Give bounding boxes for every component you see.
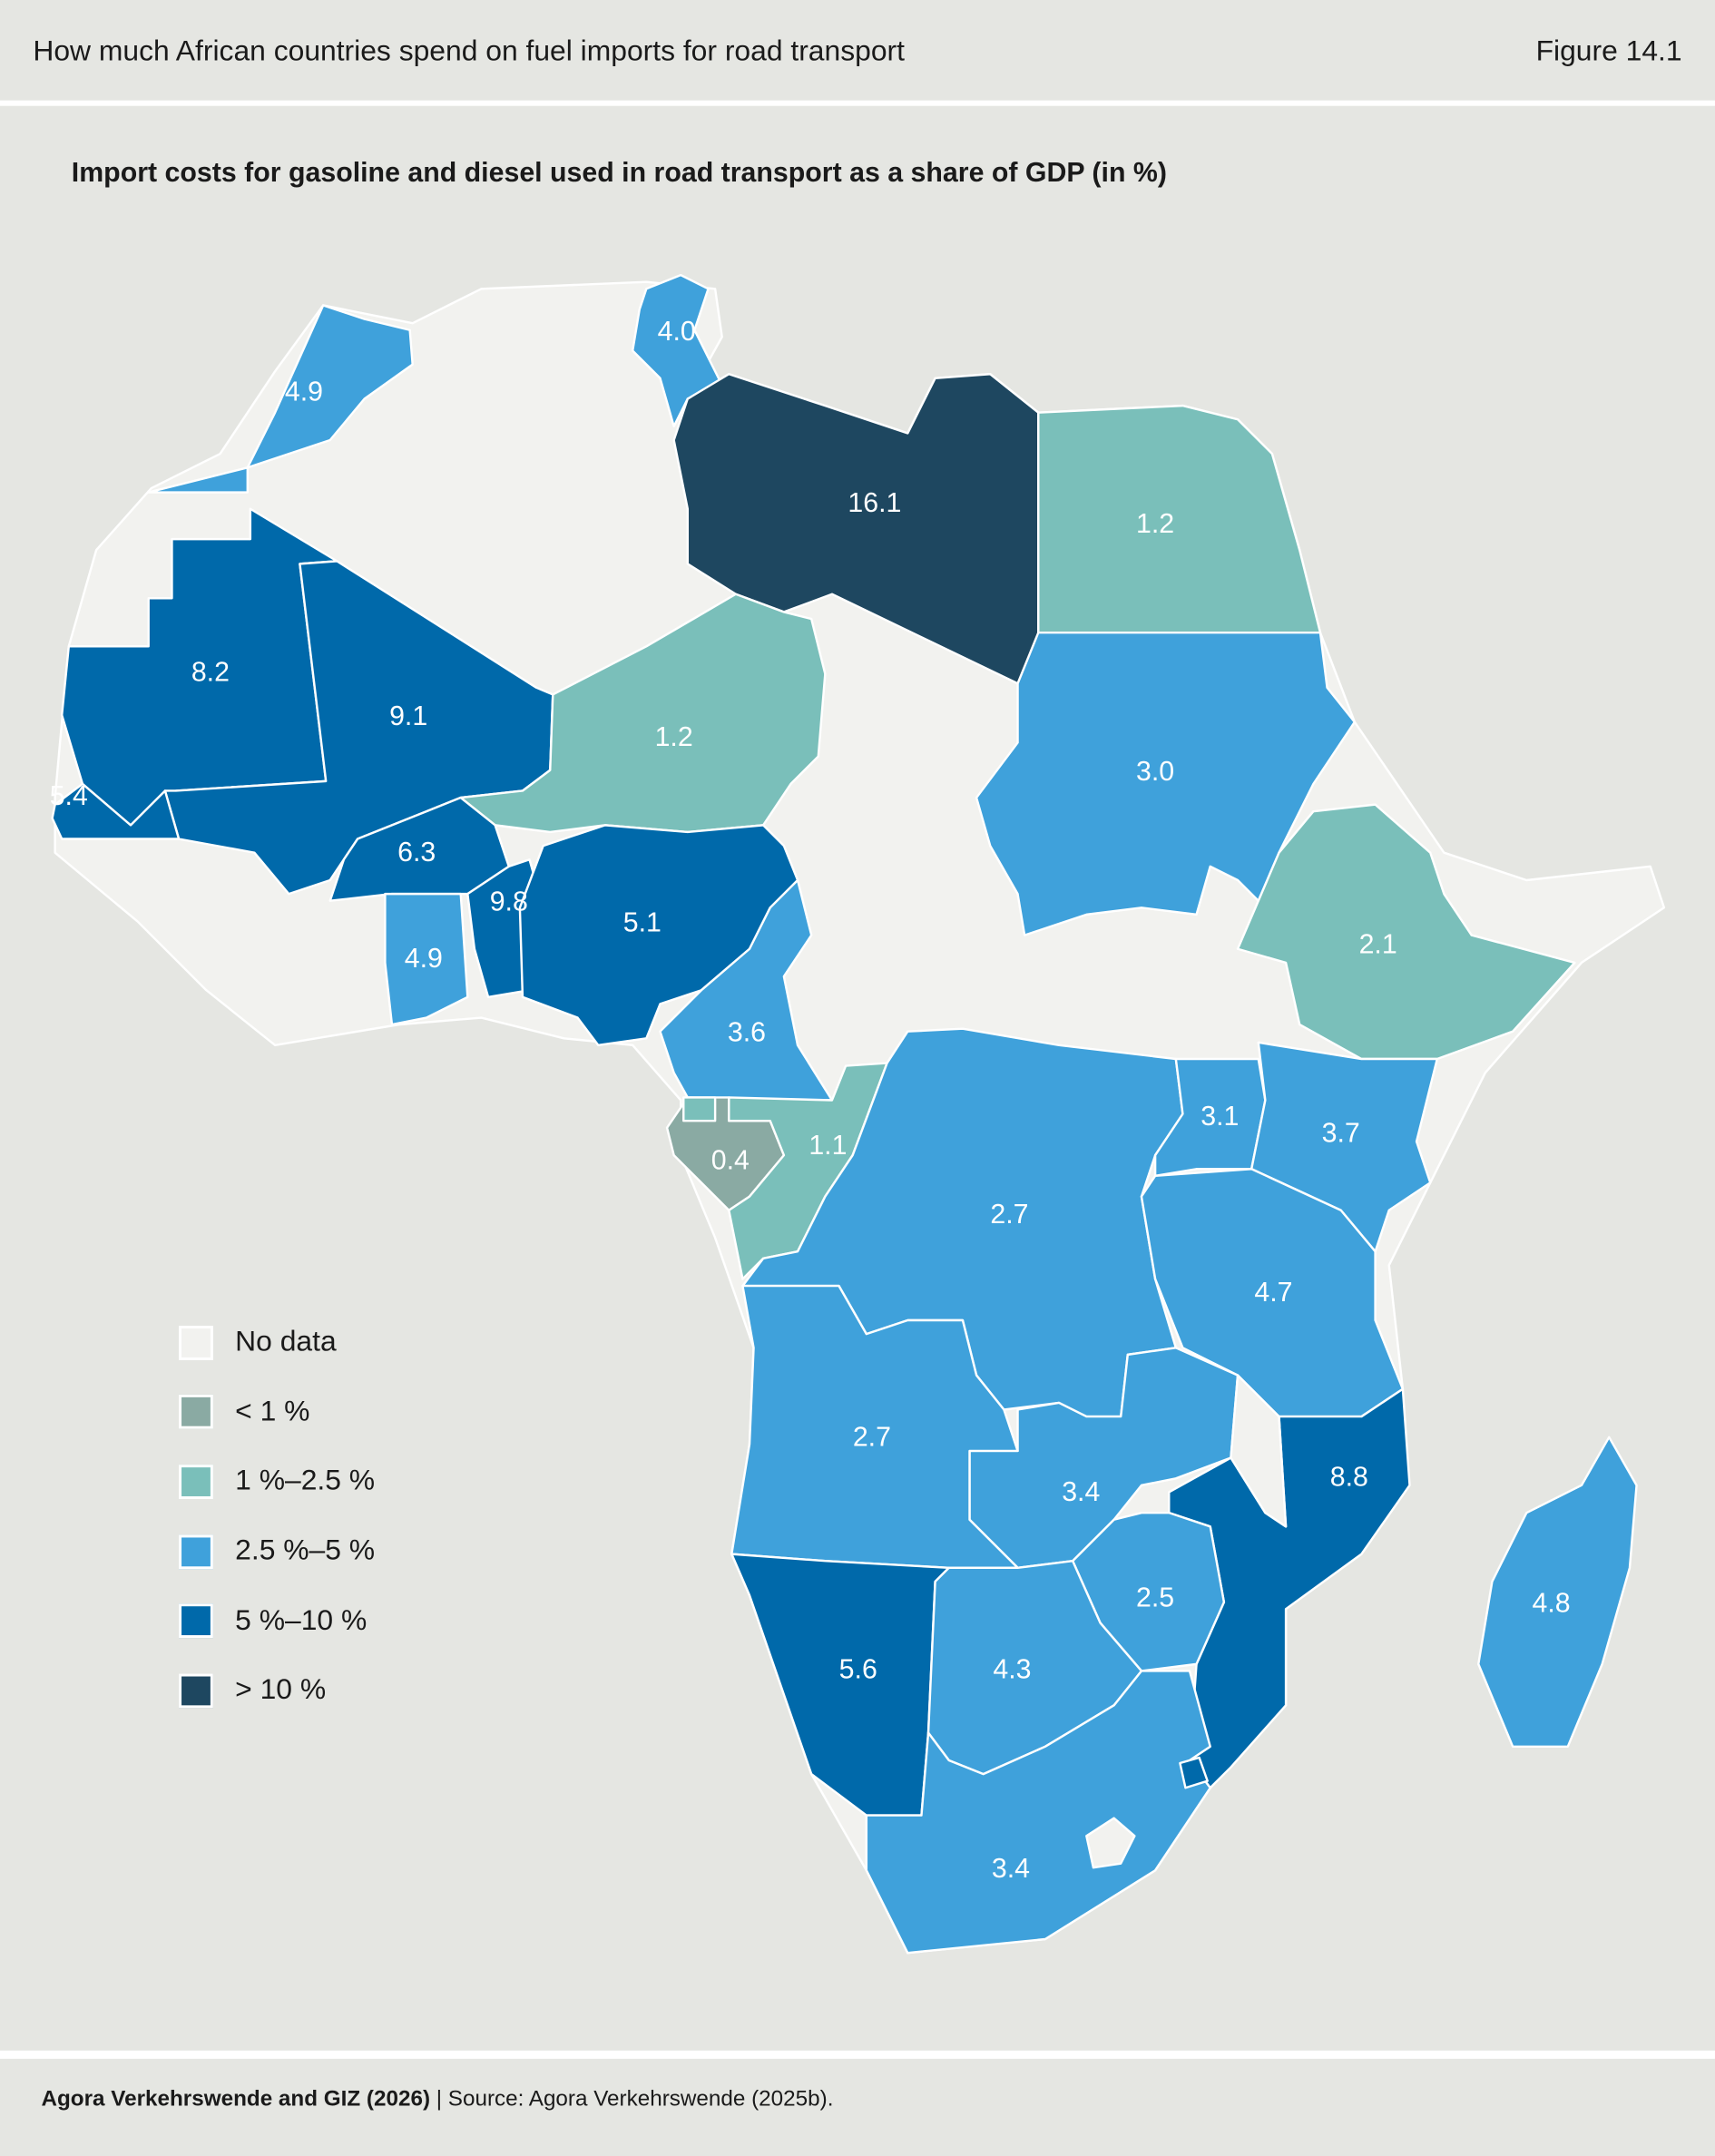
legend-swatch [179, 1465, 213, 1499]
legend-swatch [179, 1534, 213, 1569]
legend-label: 2.5 %–5 % [235, 1534, 376, 1567]
legend-swatch [179, 1673, 213, 1709]
value-label: 3.1 [1200, 1102, 1239, 1132]
country-equatorial-guinea [682, 1096, 717, 1122]
value-label: 8.2 [191, 658, 230, 688]
country-madagascar [1477, 1436, 1638, 1749]
value-label: 8.8 [1330, 1462, 1368, 1492]
footer-credit: Agora Verkehrswende and GIZ (2026) [41, 2087, 431, 2112]
legend-item: < 1 % [179, 1377, 375, 1447]
value-label: 1.2 [1136, 509, 1174, 539]
value-label: 4.7 [1254, 1278, 1292, 1308]
value-label: 3.4 [1062, 1477, 1100, 1507]
value-label: 6.3 [397, 838, 436, 867]
country-eswatini [1179, 1756, 1209, 1789]
value-label: 1.1 [808, 1131, 847, 1161]
footer: Agora Verkehrswende and GIZ (2026) | Sou… [41, 2088, 833, 2112]
country-ghana [384, 892, 469, 1026]
value-label: 4.8 [1533, 1589, 1571, 1619]
legend-label: > 10 % [235, 1673, 327, 1706]
value-label: 4.0 [658, 317, 696, 347]
value-label: 4.9 [405, 944, 443, 974]
country-angola [730, 1284, 1019, 1569]
header-bar: How much African countries spend on fuel… [0, 0, 1715, 106]
country-uganda [1153, 1057, 1267, 1178]
value-label: 4.9 [285, 377, 323, 407]
legend: No data < 1 % 1 %–2.5 % 2.5 %–5 % 5 %–10… [179, 1308, 375, 1725]
value-label: 2.5 [1136, 1583, 1174, 1613]
value-label: 4.3 [993, 1654, 1031, 1684]
value-label: 0.4 [711, 1146, 750, 1176]
value-label: 5.6 [839, 1654, 877, 1684]
country-kenya [1250, 1041, 1439, 1253]
figure-title: How much African countries spend on fuel… [33, 35, 905, 68]
value-label: 5.1 [623, 907, 662, 937]
value-label: 16.1 [848, 488, 901, 518]
value-label: 2.7 [853, 1422, 891, 1452]
value-label: 2.7 [990, 1200, 1028, 1230]
value-label: 1.2 [655, 722, 693, 752]
value-label: 5.4 [50, 781, 88, 811]
legend-label: < 1 % [235, 1396, 310, 1428]
country-egypt [1037, 404, 1322, 634]
value-label: 3.7 [1322, 1118, 1360, 1148]
footer-divider [0, 2050, 1715, 2059]
legend-label: 5 %–10 % [235, 1604, 368, 1637]
value-label: 3.6 [728, 1018, 766, 1048]
legend-swatch [179, 1603, 213, 1639]
legend-item: 1 %–2.5 % [179, 1447, 375, 1517]
legend-item: 2.5 %–5 % [179, 1516, 375, 1586]
country-morocco [147, 304, 414, 494]
legend-item: 5 %–10 % [179, 1586, 375, 1656]
value-label: 3.0 [1136, 757, 1174, 787]
footer-source: | Source: Agora Verkehrswende (2025b). [430, 2087, 834, 2112]
value-label: 9.1 [389, 701, 427, 731]
figure-number: Figure 14.1 [1535, 35, 1682, 68]
value-label: 2.1 [1359, 930, 1397, 960]
value-label: 3.4 [992, 1854, 1030, 1884]
country-namibia [730, 1553, 950, 1817]
legend-item: > 10 % [179, 1656, 375, 1726]
country-senegal [51, 782, 181, 840]
country-lesotho [1085, 1817, 1136, 1869]
country-malawi [1230, 1374, 1288, 1528]
country-sudan [975, 631, 1357, 936]
legend-item: No data [179, 1308, 375, 1377]
legend-swatch [179, 1395, 213, 1430]
country-south-africa [865, 1670, 1211, 1955]
legend-label: No data [235, 1326, 337, 1358]
legend-swatch [179, 1325, 213, 1360]
map-subtitle: Import costs for gasoline and diesel use… [71, 158, 1167, 189]
legend-label: 1 %–2.5 % [235, 1465, 376, 1497]
value-label: 9.8 [490, 887, 528, 917]
